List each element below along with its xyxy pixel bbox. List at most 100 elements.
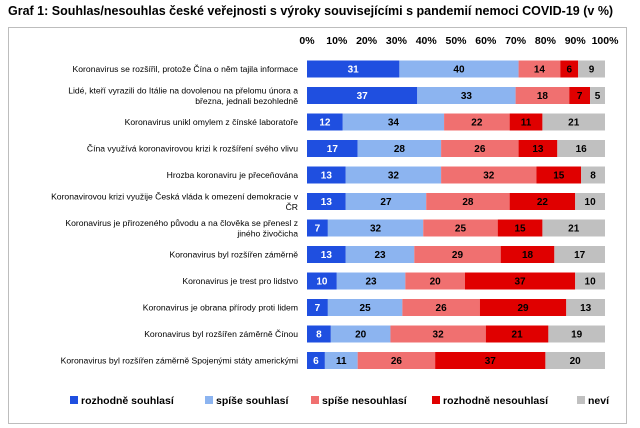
- legend-swatch: [70, 396, 78, 404]
- data-label: 33: [461, 91, 473, 102]
- category-label: Lidé, kteří vyrazili do Itálie na dovole…: [68, 85, 298, 95]
- data-label: 32: [433, 330, 445, 341]
- data-label: 11: [521, 118, 532, 129]
- x-tick-label: 0%: [299, 35, 315, 47]
- data-label: 26: [474, 144, 486, 155]
- chart-frame: [8, 27, 627, 424]
- legend-label: rozhodně nesouhlasí: [443, 395, 549, 407]
- legend-swatch: [205, 396, 213, 404]
- bar-segment: [414, 246, 501, 263]
- bar-segment: [542, 113, 605, 131]
- bar-segment: [518, 140, 558, 157]
- bar-segment: [330, 325, 391, 343]
- data-label: 37: [485, 356, 497, 367]
- bar-segment: [515, 87, 570, 104]
- bar-segment: [485, 325, 549, 343]
- data-label: 8: [590, 171, 596, 182]
- data-label: 13: [532, 144, 544, 155]
- data-label: 25: [455, 224, 467, 235]
- bar-segment: [500, 246, 555, 263]
- legend-swatch: [432, 396, 440, 404]
- data-label: 15: [553, 171, 565, 182]
- x-tick-label: 70%: [505, 35, 527, 47]
- bar-segment: [479, 299, 567, 316]
- data-label: 20: [570, 356, 582, 367]
- data-label: 28: [394, 144, 406, 155]
- data-label: 37: [357, 91, 369, 102]
- data-label: 22: [537, 197, 549, 208]
- data-label: 13: [580, 303, 592, 314]
- data-label: 11: [336, 356, 347, 367]
- x-tick-label: 20%: [356, 35, 378, 47]
- data-label: 20: [355, 330, 367, 341]
- category-label: Koronavirus byl rozšířen záměrně: [170, 250, 299, 260]
- bar-segment: [307, 219, 328, 237]
- legend-swatch: [311, 396, 319, 404]
- x-tick-label: 50%: [445, 35, 467, 47]
- data-label: 16: [576, 144, 588, 155]
- data-label: 6: [313, 356, 319, 367]
- bar-segment: [545, 352, 605, 369]
- data-label: 28: [462, 197, 474, 208]
- bar-segment: [578, 60, 605, 78]
- data-label: 31: [348, 65, 360, 76]
- category-label: jiného živočicha: [236, 228, 298, 238]
- bar-segment: [336, 272, 406, 290]
- bar-segment: [307, 352, 325, 369]
- bar-segment: [327, 299, 403, 316]
- data-label: 25: [360, 303, 372, 314]
- data-label: 15: [515, 224, 527, 235]
- bar-segment: [307, 193, 346, 210]
- bar-segment: [357, 352, 436, 369]
- bar-segment: [497, 219, 543, 237]
- bar-segment: [566, 299, 605, 316]
- x-tick-label: 40%: [416, 35, 438, 47]
- data-label: 21: [512, 330, 524, 341]
- x-tick-label: 30%: [386, 35, 408, 47]
- bar-segment: [307, 299, 328, 316]
- legend-label: spíše nesouhlasí: [322, 395, 408, 407]
- data-label: 32: [370, 224, 382, 235]
- legend-swatch: [577, 396, 585, 404]
- bar-segment: [417, 87, 516, 104]
- data-label: 18: [537, 91, 549, 102]
- bar-segment: [575, 193, 605, 210]
- legend-label: spíše souhlasí: [216, 395, 289, 407]
- bar-segment: [441, 140, 519, 157]
- bar-segment: [345, 166, 442, 184]
- category-label: Koronavirus byl rozšířen záměrně Spojený…: [61, 356, 298, 366]
- legend-label: rozhodně souhlasí: [81, 395, 175, 407]
- data-label: 7: [315, 303, 321, 314]
- bar-segment: [307, 113, 343, 131]
- bar-segment: [590, 87, 605, 104]
- bar-segment: [509, 113, 543, 131]
- bar-segment: [548, 325, 605, 343]
- data-label: 8: [316, 330, 322, 341]
- x-tick-label: 100%: [592, 35, 620, 47]
- category-label: Koronavirus se rozšířil, protože Čína o …: [73, 64, 299, 74]
- bar-segment: [307, 60, 400, 78]
- bar-segment: [390, 325, 486, 343]
- bar-segment: [542, 219, 605, 237]
- data-label: 5: [595, 91, 601, 102]
- bar-segment: [426, 193, 510, 210]
- bar-segment: [307, 246, 346, 263]
- bar-segment: [307, 87, 418, 104]
- bar-segment: [509, 193, 576, 210]
- data-label: 32: [388, 171, 400, 182]
- category-labels: Koronavirus se rozšířil, protože Čína o …: [51, 64, 299, 366]
- data-label: 17: [327, 144, 339, 155]
- category-label: Koronavirovou krizi využije Česká vláda …: [51, 191, 299, 201]
- data-label: 13: [321, 197, 333, 208]
- data-label: 26: [391, 356, 403, 367]
- bar-segment: [307, 166, 346, 184]
- bar-segment: [342, 113, 445, 131]
- data-label: 29: [452, 250, 464, 261]
- x-tick-label: 90%: [565, 35, 587, 47]
- data-label: 20: [430, 277, 442, 288]
- category-label: Koronavirus unikl omylem z čínské labora…: [125, 117, 299, 127]
- bar-segment: [464, 272, 576, 290]
- bar-segment: [435, 352, 546, 369]
- data-label: 21: [568, 224, 580, 235]
